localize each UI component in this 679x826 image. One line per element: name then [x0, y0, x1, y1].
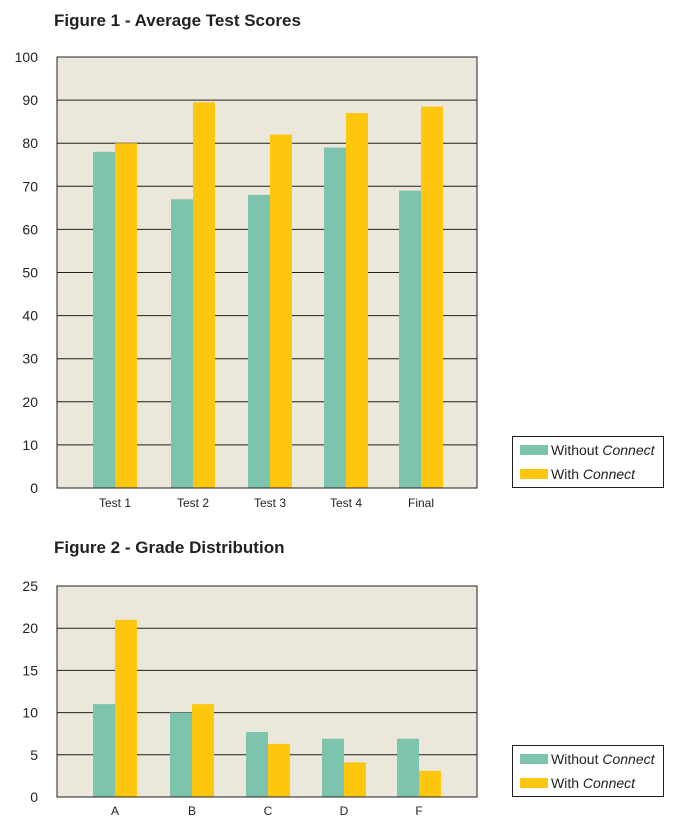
bar-without-test-1 — [93, 151, 115, 488]
y-tick-label: 25 — [22, 578, 38, 594]
y-tick-label: 20 — [22, 394, 38, 410]
x-tick-label: F — [415, 804, 422, 818]
y-tick-label: 60 — [22, 221, 38, 237]
legend-swatch-with — [520, 778, 548, 788]
x-tick-label: B — [188, 804, 196, 818]
y-tick-label: 20 — [22, 620, 38, 636]
x-tick-label: Test 1 — [99, 496, 131, 510]
y-tick-label: 70 — [22, 178, 38, 194]
bar-without-test-2 — [171, 199, 193, 489]
legend-swatch-without — [520, 445, 548, 455]
bar-without-f — [397, 738, 419, 797]
y-tick-label: 100 — [15, 49, 39, 65]
y-tick-label: 40 — [22, 308, 38, 324]
legend-swatch-without — [520, 754, 548, 764]
bar-with-f — [419, 770, 441, 797]
y-tick-label: 30 — [22, 351, 38, 367]
figure-1-legend: Without Connect With Connect — [512, 436, 664, 488]
y-tick-label: 5 — [30, 747, 38, 763]
y-tick-label: 0 — [30, 789, 38, 805]
x-tick-label: D — [340, 804, 349, 818]
bar-without-test-3 — [248, 194, 270, 489]
legend-label-with: With Connect — [551, 466, 636, 482]
legend-item-with-connect: With Connect — [520, 466, 635, 482]
bar-with-b — [192, 704, 214, 797]
figure-1-chart: 0 10 20 30 40 50 60 70 80 90 100 Test 1 Test 2 Test 3… — [15, 49, 478, 510]
bar-with-final — [421, 106, 443, 488]
x-tick-label: C — [264, 804, 273, 818]
plot-border — [56, 585, 478, 798]
legend-swatch-with — [520, 469, 548, 479]
bar-without-c — [246, 732, 268, 797]
bar-without-a — [93, 704, 115, 797]
plot-border — [56, 56, 478, 489]
bar-with-test-3 — [270, 134, 292, 488]
legend-item-without-connect: Without Connect — [520, 751, 655, 767]
y-tick-label: 80 — [22, 135, 38, 151]
x-tick-label: Test 2 — [177, 496, 209, 510]
x-tick-label: A — [111, 804, 119, 818]
legend-label-with: With Connect — [551, 775, 636, 791]
legend-label-without: Without Connect — [551, 442, 655, 458]
bar-without-test-4 — [324, 147, 346, 488]
bar-without-b — [170, 712, 192, 797]
y-tick-label: 15 — [22, 662, 38, 678]
bar-with-c — [268, 743, 290, 797]
legend-item-with-connect: With Connect — [520, 775, 635, 791]
x-tick-label: Test 4 — [330, 496, 362, 510]
y-tick-label: 50 — [22, 265, 38, 281]
x-tick-label: Test 3 — [254, 496, 286, 510]
bar-with-test-2 — [193, 102, 215, 488]
figure-2-legend: Without Connect With Connect — [512, 745, 664, 797]
y-tick-label: 0 — [30, 480, 38, 496]
figure-2-title: Figure 2 - Grade Distribution — [54, 538, 285, 557]
legend-label-without: Without Connect — [551, 751, 655, 767]
bar-with-test-1 — [115, 143, 137, 488]
bar-without-d — [322, 738, 344, 797]
y-tick-label: 90 — [22, 92, 38, 108]
x-tick-label: Final — [408, 496, 434, 510]
legend-item-without-connect: Without Connect — [520, 442, 655, 458]
bar-with-test-4 — [346, 113, 368, 488]
bar-with-a — [115, 619, 137, 797]
bar-with-d — [344, 762, 366, 797]
bar-without-final — [399, 190, 421, 489]
y-tick-label: 10 — [22, 437, 38, 453]
y-tick-label: 10 — [22, 705, 38, 721]
figure-1-title: Figure 1 - Average Test Scores — [54, 11, 301, 30]
